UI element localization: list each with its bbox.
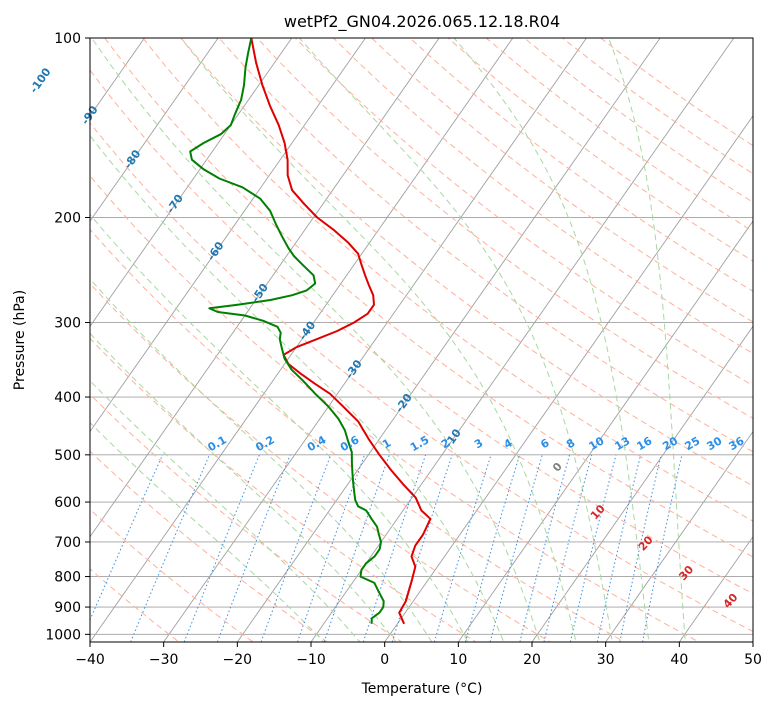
moist-adiabat-line [90,134,505,642]
dry-adiabat-line [90,450,329,642]
temperature-profile-line [250,38,432,625]
y-tick-label: 200 [54,211,81,227]
moist-adiabat-line [453,38,650,642]
y-tick-label: 800 [54,570,81,586]
dry-adiabat-line [90,175,700,642]
plot-frame [89,37,754,643]
moist-adiabat-line [608,38,686,642]
y-tick-label: 1000 [45,627,81,643]
dry-adiabat-line [218,38,753,453]
moist-adiabat-line [90,213,469,642]
x-axis-label: Temperature (°C) [361,681,483,697]
chart-title: wetPf2_GN04.2026.065.12.18.R04 [284,12,560,32]
isotherm-line [457,220,753,642]
profile-lines [189,38,432,625]
isotherm-line [90,38,219,222]
mixing-ratio-line [519,454,571,642]
isotherm-line [163,38,587,642]
moist-adiabat-line [90,421,325,642]
mixing-ratio-line [90,454,164,622]
x-tick-label: 0 [380,652,389,668]
dry-adiabat-line [90,508,254,642]
mixing-ratio-line [323,454,390,642]
y-tick-label: 500 [54,448,81,464]
dry-adiabat-line [256,38,753,419]
isotherm-line [90,38,514,642]
x-tick-label: −40 [75,652,105,668]
x-tick-label: 40 [670,652,688,668]
dry-adiabat-line [90,393,403,642]
dry-adiabat-line [370,38,753,323]
x-axis-ticks: −40 −30 −20 −10 0 10 20 30 40 50 [75,642,762,668]
moist-adiabat-line [90,379,361,642]
dewpoint-profile-line [189,38,385,624]
dry-adiabat-line [90,228,626,642]
y-tick-label: 600 [54,495,81,511]
dry-adiabat-line [90,282,552,642]
moist-adiabat-line [90,278,433,642]
x-tick-label: −30 [149,652,179,668]
x-tick-label: −20 [223,652,253,668]
dry-adiabat-line [103,38,753,558]
mixing-ratio-line [489,454,543,642]
mixing-ratio-line [297,454,366,642]
y-tick-label: 400 [54,390,81,406]
mixing-ratio-line [183,454,260,642]
mixing-ratio-line [433,454,492,642]
moist-adiabat-line [180,38,577,642]
x-tick-label: 50 [744,652,762,668]
dry-adiabat-line [90,69,753,595]
dry-adiabat-line [90,337,477,642]
isotherm-line [236,38,661,642]
y-tick-label: 300 [54,316,81,332]
x-tick-label: 20 [523,652,541,668]
x-tick-label: 10 [449,652,467,668]
dry-adiabat-line [90,568,180,642]
isotherm-line [90,38,366,433]
isotherm-line [384,115,753,642]
isotherm-line [90,38,440,538]
isotherm-line [90,38,293,328]
y-tick-label: 100 [54,31,81,47]
moist-adiabat-line [298,38,613,642]
mixing-ratio-line [362,454,427,642]
mixing-ratio-line [543,454,593,642]
x-tick-label: −10 [296,652,326,668]
y-axis-label: Pressure (hPa) [12,290,28,390]
y-tick-label: 700 [54,535,81,551]
y-axis-ticks: 100 200 300 400 500 600 700 800 900 1000 [45,31,90,643]
isotherm-line [531,325,753,642]
dry-adiabat-line [90,122,753,633]
moist-adiabat-line [91,38,541,642]
mixing-ratio-line [216,454,291,642]
y-tick-label: 900 [54,600,81,616]
isotherm-line [678,535,753,642]
mixing-ratio-line [130,454,210,642]
x-tick-label: 30 [597,652,615,668]
mixing-ratio-line [260,454,332,642]
isotherm-line [605,430,753,642]
